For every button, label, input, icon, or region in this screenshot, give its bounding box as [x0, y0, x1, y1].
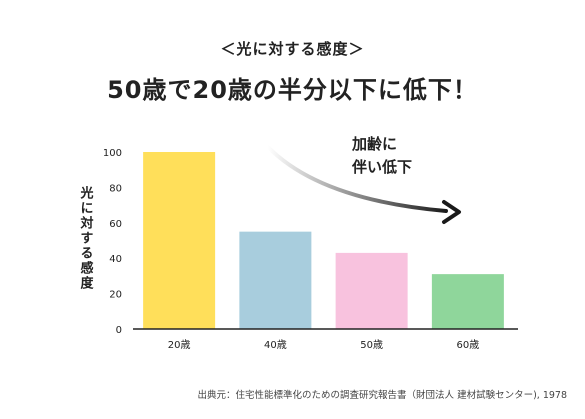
decline-arrow — [266, 145, 448, 213]
bar-40歳 — [239, 231, 312, 329]
annotation-line-2: 伴い低下 — [351, 158, 412, 176]
x-tick-label: 40歳 — [264, 339, 287, 351]
y-axis-title: 光に対する感度 — [78, 185, 95, 291]
bar-50歳 — [335, 252, 408, 329]
source-citation: 出典元：住宅性能標準化のための調査研究報告書（財団法人 建材試験センター), 1… — [197, 390, 567, 401]
y-tick-label: 100 — [103, 148, 122, 159]
y-tick-label: 80 — [109, 183, 122, 194]
chart-subtitle: ＜光に対する感度＞ — [220, 40, 365, 58]
bar-60歳 — [431, 274, 504, 329]
y-tick-label: 60 — [109, 219, 122, 230]
x-tick-label: 50歳 — [360, 339, 383, 351]
y-tick-label: 20 — [109, 290, 122, 301]
headline: 50歳で20歳の半分以下に低下！ — [107, 76, 478, 104]
bar-20歳 — [143, 152, 216, 329]
x-tick-label: 20歳 — [168, 339, 191, 351]
arrow-head-icon — [442, 200, 461, 224]
x-tick-label: 60歳 — [457, 339, 480, 351]
annotation-line-1: 加齢に — [351, 135, 397, 153]
y-tick-label: 0 — [116, 325, 122, 336]
y-tick-label: 40 — [109, 254, 122, 265]
